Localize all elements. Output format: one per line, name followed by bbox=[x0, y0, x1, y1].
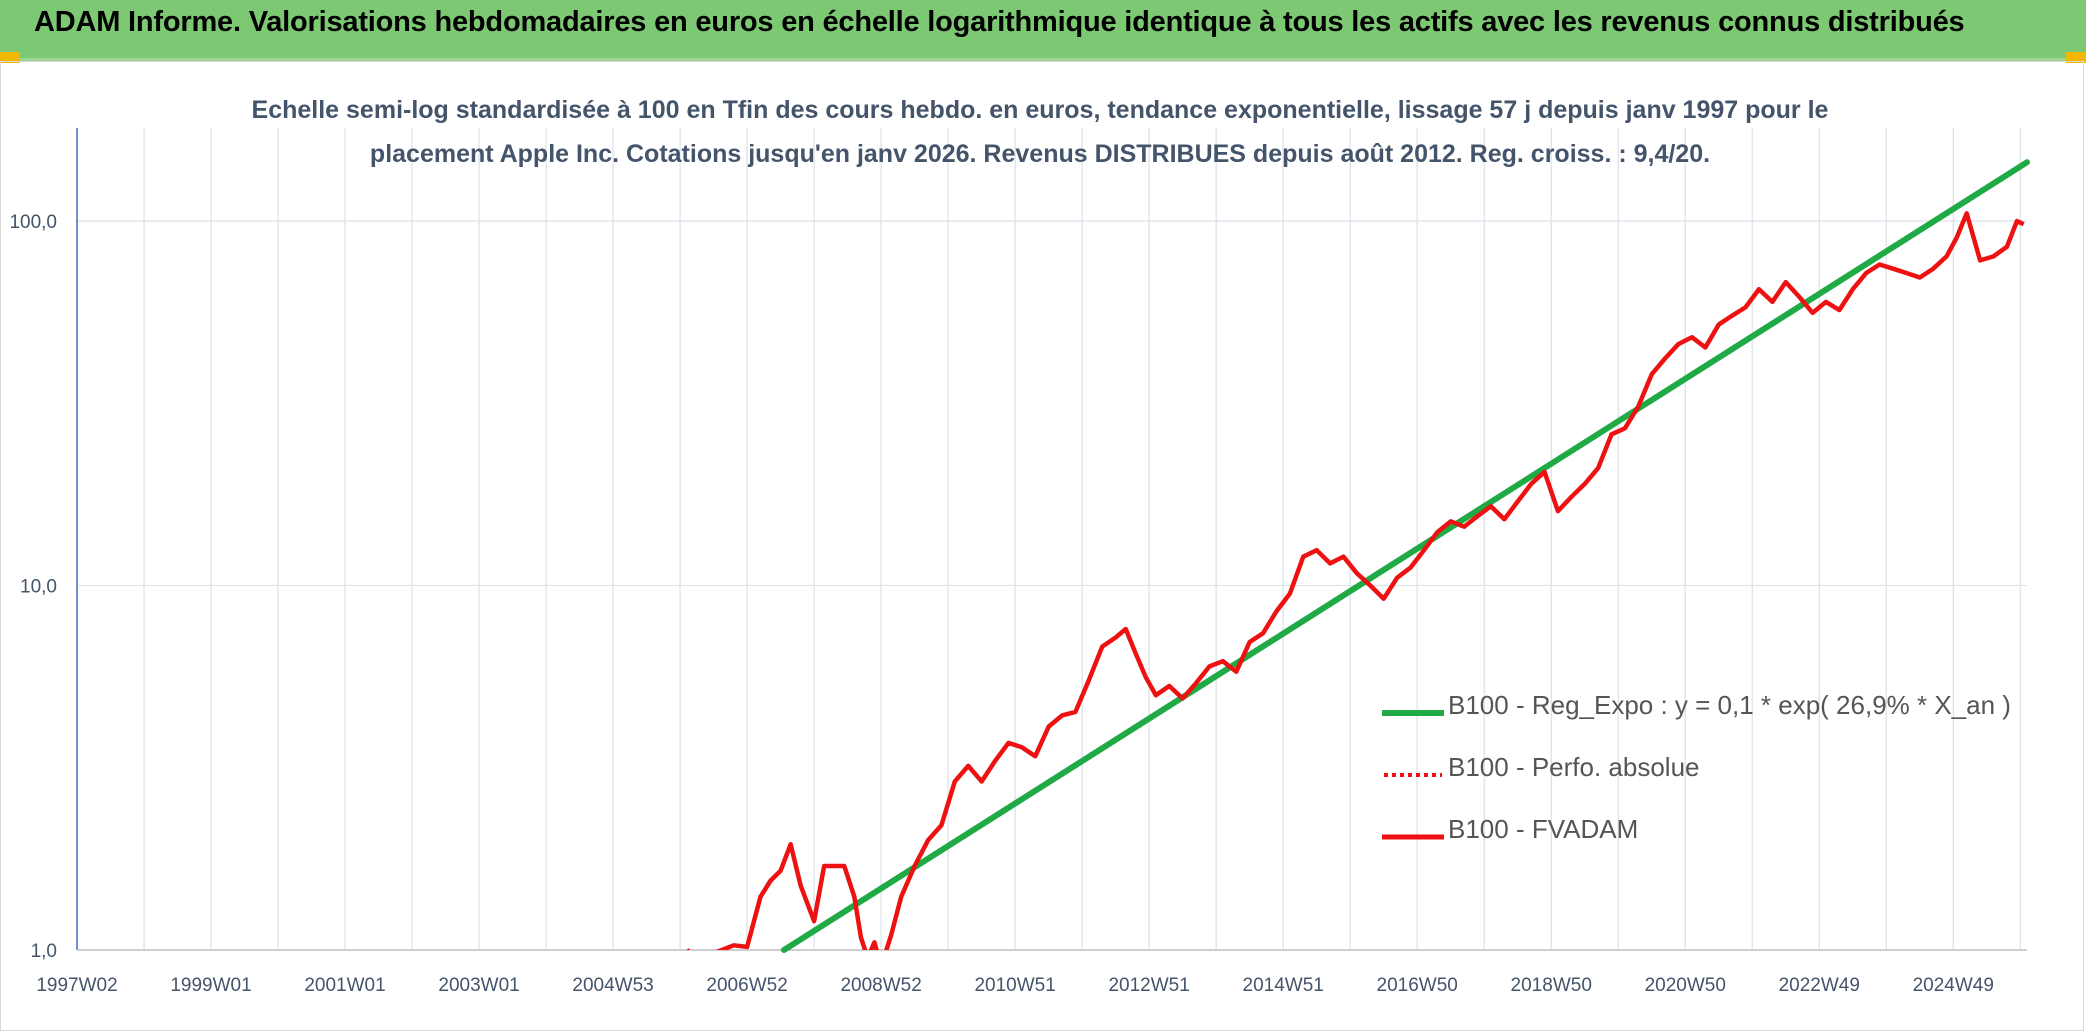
corner-marker-left bbox=[0, 52, 20, 63]
legend-label-trend: B100 - Reg_Expo : y = 0,1 * exp( 26,9% *… bbox=[1448, 690, 2011, 720]
x-tick-label: 2016W50 bbox=[1377, 975, 1458, 996]
x-tick-label: 1997W02 bbox=[36, 975, 117, 996]
corner-marker-right bbox=[2066, 52, 2086, 63]
legend-swatch-fvadam bbox=[1382, 834, 1444, 840]
x-tick-label: 1999W01 bbox=[170, 975, 251, 996]
x-tick-label: 2024W49 bbox=[1913, 975, 1994, 996]
y-tick-label: 10,0 bbox=[20, 577, 57, 598]
report-banner: ADAM Informe. Valorisations hebdomadaire… bbox=[0, 0, 2086, 61]
x-tick-label: 2014W51 bbox=[1243, 975, 1324, 996]
x-tick-label: 2003W01 bbox=[438, 975, 519, 996]
fvadam-line bbox=[686, 211, 2025, 950]
y-tick-label: 1,0 bbox=[31, 941, 57, 962]
x-tick-label: 2010W51 bbox=[974, 975, 1055, 996]
series-layer bbox=[686, 159, 2030, 953]
report-title: ADAM Informe. Valorisations hebdomadaire… bbox=[34, 6, 1965, 38]
legend-label-fvadam: B100 - FVADAM bbox=[1448, 814, 1639, 844]
x-tick-label: 2001W01 bbox=[304, 975, 385, 996]
x-tick-label: 2012W51 bbox=[1108, 975, 1189, 996]
legend-swatch-trend bbox=[1382, 710, 1444, 716]
chart-title-line-1: Echelle semi-log standardisée à 100 en T… bbox=[251, 96, 1829, 124]
x-tick-label: 2022W49 bbox=[1779, 975, 1860, 996]
x-tick-label: 2020W50 bbox=[1645, 975, 1726, 996]
x-tick-label: 2008W52 bbox=[840, 975, 921, 996]
gridlines bbox=[76, 128, 2027, 951]
legend-swatch-perfo bbox=[1384, 773, 1442, 777]
chart-title: Echelle semi-log standardisée à 100 en T… bbox=[200, 88, 1880, 176]
axes bbox=[76, 128, 2027, 951]
tick-labels: 1997W02 1999W01 2001W01 2003W01 2004W53 2006W… bbox=[9, 212, 1994, 996]
y-tick-label: 100,0 bbox=[9, 212, 57, 233]
x-tick-label: 2006W52 bbox=[706, 975, 787, 996]
x-tick-label: 2018W50 bbox=[1511, 975, 1592, 996]
trend-line bbox=[780, 159, 2030, 953]
chart-title-line-2: placement Apple Inc. Cotations jusqu'en … bbox=[369, 140, 1711, 168]
x-tick-label: 2004W53 bbox=[572, 975, 653, 996]
legend-label-perfo: B100 - Perfo. absolue bbox=[1448, 752, 1700, 782]
chart-frame bbox=[0, 61, 2084, 1031]
